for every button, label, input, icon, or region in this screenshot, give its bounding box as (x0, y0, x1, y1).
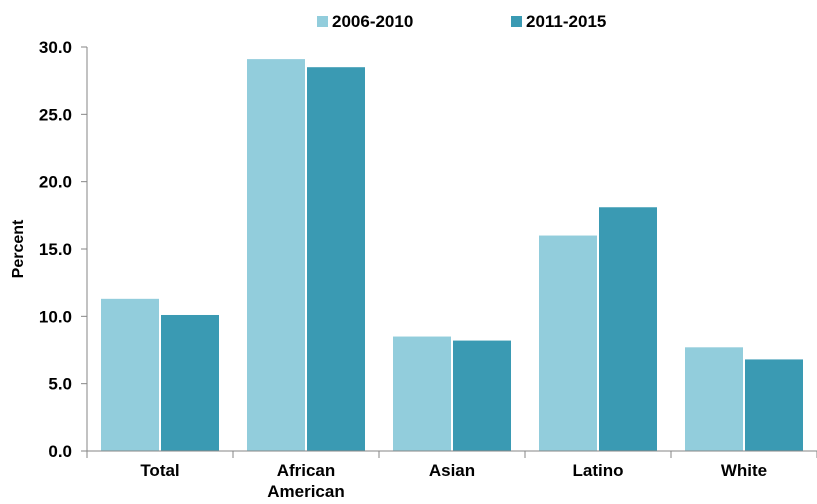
y-tick-label: 30.0 (39, 38, 72, 57)
y-tick-label: 15.0 (39, 240, 72, 259)
legend: 2006-2010 2011-2015 (317, 12, 606, 31)
x-category-label: Total (140, 461, 179, 480)
y-tick-label: 25.0 (39, 105, 72, 124)
legend-label: 2006-2010 (332, 12, 413, 31)
bar-2006-2010-asian (393, 336, 451, 451)
y-tick-label: 10.0 (39, 307, 72, 326)
legend-label: 2011-2015 (526, 12, 606, 31)
x-axis: Total African American Asian Latino White (86, 450, 817, 501)
x-category-label: African American (267, 461, 344, 501)
y-tick-label: 5.0 (48, 375, 72, 394)
bar-2006-2010-total (101, 298, 159, 451)
y-axis-title: Percent (10, 219, 27, 278)
y-axis: 0.0 5.0 10.0 15.0 20.0 25.0 30.0 (39, 38, 88, 461)
bar-2006-2010-latino (539, 235, 597, 451)
x-category-label: Asian (429, 461, 475, 480)
bar-2006-2010-white (685, 347, 743, 451)
bar-2011-2015-african-american (307, 67, 365, 451)
x-category-label: Latino (573, 461, 624, 480)
x-category-label: White (721, 461, 767, 480)
y-tick-label: 0.0 (48, 442, 72, 461)
bar-2011-2015-total (161, 314, 219, 451)
bar-2006-2010-african-american (247, 59, 305, 452)
legend-swatch (317, 16, 328, 27)
bar-2011-2015-white (745, 359, 803, 451)
bar-2011-2015-latino (599, 207, 657, 451)
bars (101, 59, 803, 452)
legend-swatch (511, 16, 522, 27)
y-tick-label: 20.0 (39, 173, 72, 192)
bar-2011-2015-asian (453, 340, 511, 451)
